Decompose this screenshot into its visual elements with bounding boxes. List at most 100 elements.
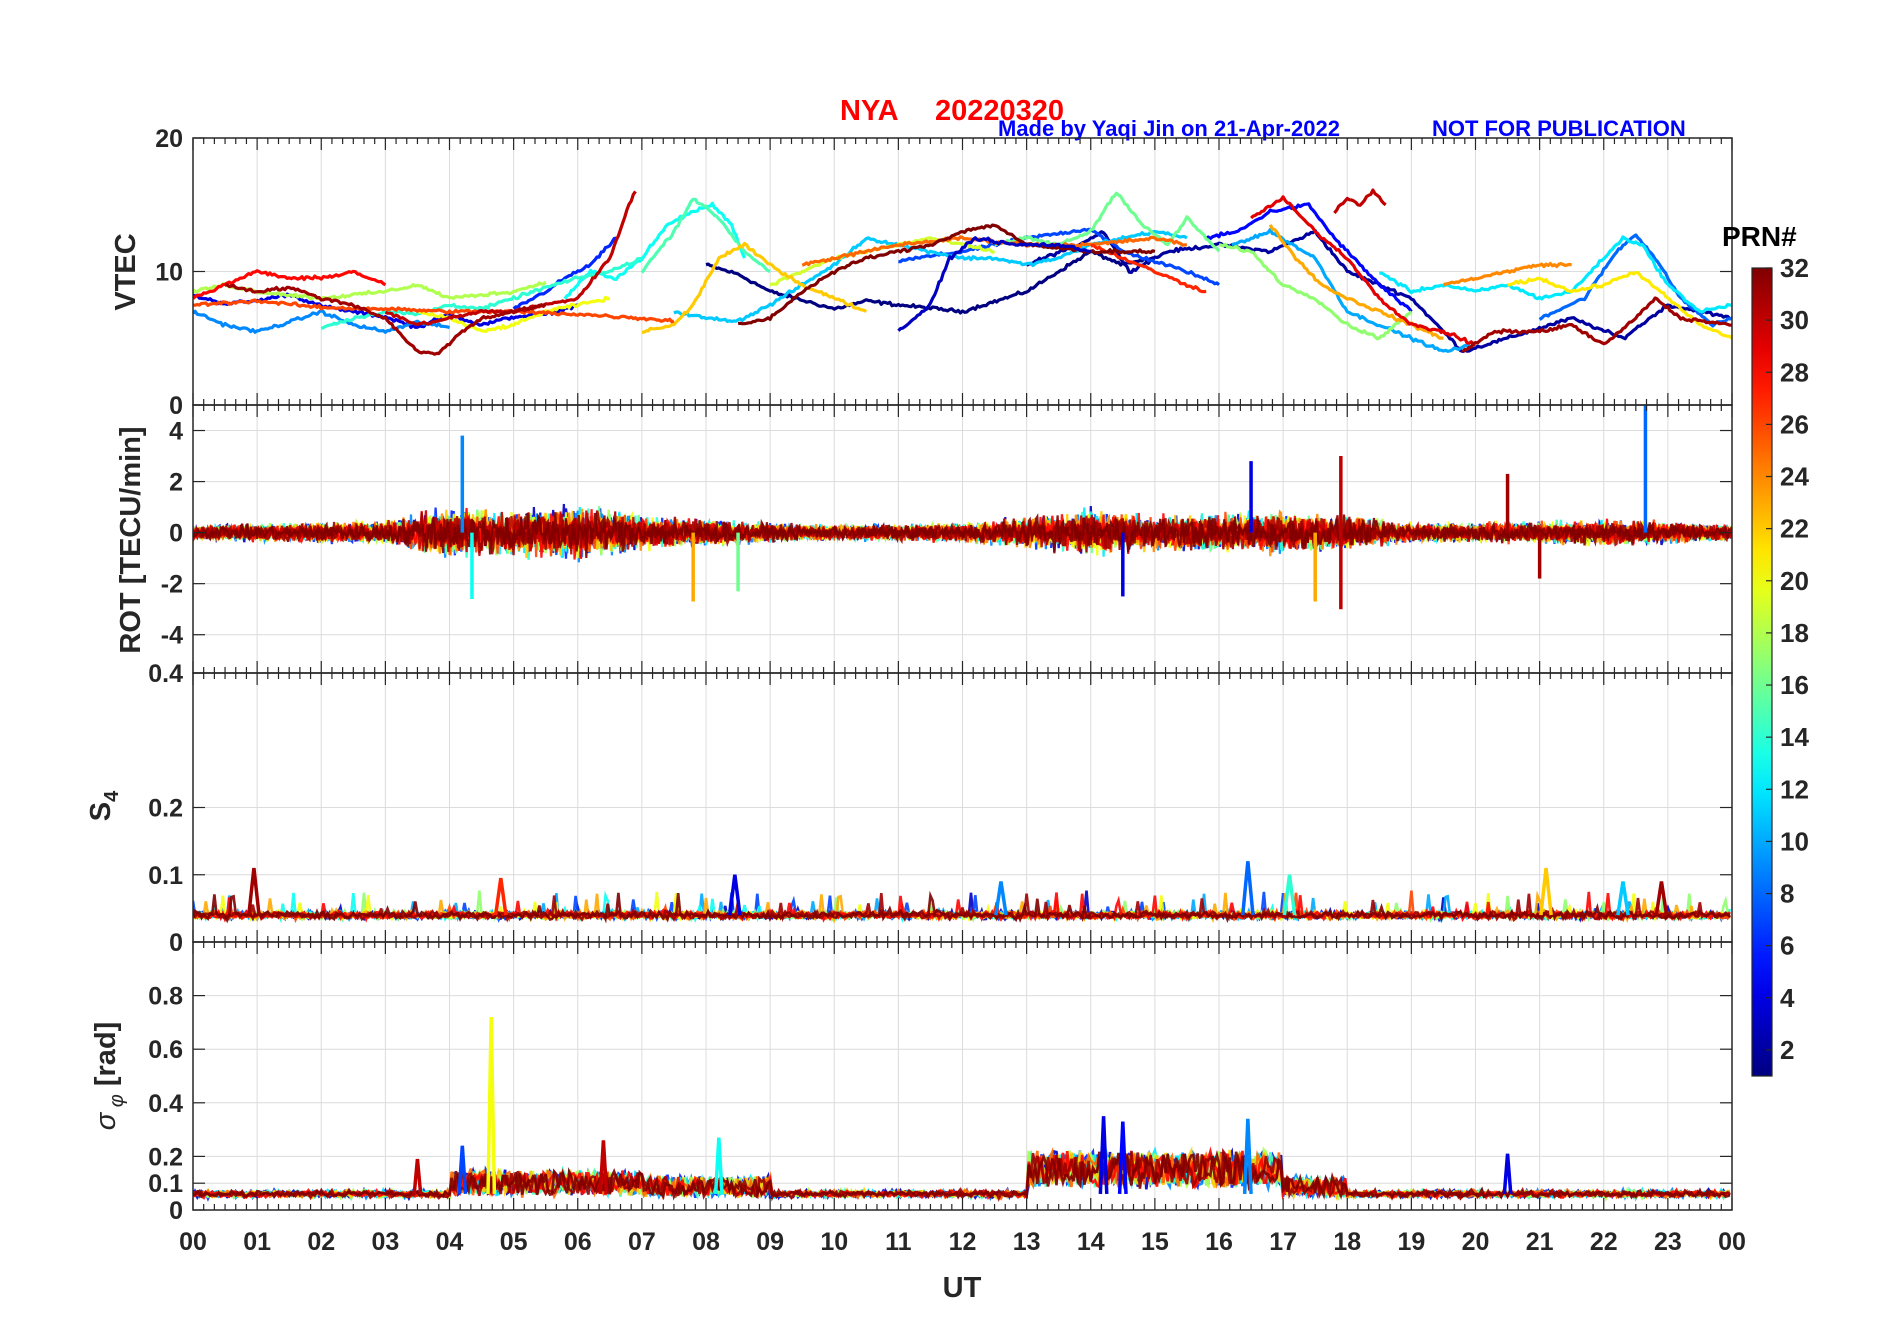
y-tick-label: 0 [169, 392, 183, 420]
s4-spike [247, 867, 261, 916]
colorbar-tick-label: 26 [1780, 409, 1809, 439]
vtec-series-line [512, 236, 617, 310]
colorbar-label: PRN# [1722, 221, 1797, 252]
x-tick-label: 04 [436, 1228, 464, 1256]
y-tick-label: 0 [169, 929, 183, 957]
y-tick-label: 0.1 [148, 1170, 183, 1198]
x-tick-label: 14 [1077, 1228, 1105, 1256]
y-tick-label: 0.1 [148, 862, 183, 890]
x-tick-label: 02 [307, 1228, 335, 1256]
s4-spike [1282, 874, 1297, 916]
title-date: 20220320 [935, 95, 1064, 127]
colorbar-tick-label: 18 [1780, 618, 1809, 648]
sigma-phi-spike [713, 1137, 724, 1195]
x-tick-label: 16 [1205, 1228, 1233, 1256]
colorbar-tick-label: 32 [1780, 253, 1809, 283]
s4-series [193, 861, 1732, 924]
colorbar-tick-label: 2 [1780, 1035, 1794, 1065]
rot-panel: -4 -2 0 2 4 ROT [TECU/min] [115, 404, 1733, 674]
colorbar-tick-label: 14 [1780, 722, 1809, 752]
y-tick-label: 0.8 [148, 983, 183, 1011]
y-tick-label: 0.4 [148, 1090, 183, 1118]
vtec-series-line [1379, 235, 1732, 314]
s4-spike [727, 874, 742, 916]
vtec-series-line [193, 298, 675, 324]
vtec-ylabel: VTEC [110, 233, 142, 310]
x-tick-label: 09 [756, 1228, 784, 1256]
y-tick-label: 2 [169, 469, 183, 497]
rot-ticks: -4 -2 0 2 4 [161, 405, 1733, 673]
x-tick-label: 19 [1397, 1228, 1425, 1256]
title-station: NYA [840, 95, 899, 127]
colorbar-tick-label: 6 [1780, 931, 1794, 961]
x-tick-label: 20 [1462, 1228, 1490, 1256]
x-tick-label: 12 [949, 1228, 977, 1256]
colorbar-tick-label: 12 [1780, 774, 1809, 804]
colorbar-tick-label: 22 [1780, 514, 1809, 544]
y-tick-label: 0 [169, 1197, 183, 1225]
sigma-phi-spike [1242, 1118, 1253, 1194]
y-tick-label: 10 [155, 259, 183, 287]
x-tick-label: 08 [692, 1228, 720, 1256]
vtec-series-line [1250, 195, 1476, 347]
colorbar-tick-label: 10 [1780, 826, 1809, 856]
vtec-series-line [563, 201, 746, 300]
colorbar-tick-label: 30 [1780, 305, 1809, 335]
x-tick-label: 21 [1526, 1228, 1554, 1256]
not-for-publication-label: NOT FOR PUBLICATION [1432, 116, 1686, 141]
vtec-series-line [641, 241, 868, 334]
x-tick-labels: 00 01 02 03 04 05 06 07 08 09 10 11 12 13 14 15 16 17 18 19… [179, 1228, 1746, 1256]
made-by-label: Made by Yaqi Jin on 21-Apr-2022 [998, 116, 1340, 141]
vtec-series-line [993, 191, 1221, 253]
s4-spike [994, 881, 1008, 916]
x-tick-label: 10 [820, 1228, 848, 1256]
rot-series [193, 405, 1732, 610]
y-tick-label: 0.2 [148, 795, 183, 823]
x-tick-label: 00 [179, 1228, 207, 1256]
s4-spike [1240, 861, 1255, 916]
x-axis-label: UT [943, 1272, 982, 1304]
colorbar-tick-label: 28 [1780, 357, 1809, 387]
vtec-series-line [1205, 202, 1413, 313]
y-tick-label: 0.2 [148, 1143, 183, 1171]
s4-series-line [193, 890, 1731, 924]
x-tick-label: 11 [885, 1228, 912, 1256]
colorbar-gradient [1751, 267, 1773, 1077]
sigma-phi-series-line [193, 1149, 1731, 1202]
s4-ticks: 0 0.1 0.2 0.4 [148, 660, 1733, 957]
x-tick-label: 06 [564, 1228, 592, 1256]
vtec-series-line [1443, 261, 1572, 287]
x-tick-label: 13 [1013, 1228, 1041, 1256]
sigma-phi-panel: 00.10.2 0.4 0.6 0.8 σ φ [rad] [90, 941, 1733, 1225]
x-tick-label: 00 [1718, 1228, 1746, 1256]
x-tick-label: 23 [1654, 1228, 1682, 1256]
x-tick-label: 07 [628, 1228, 656, 1256]
colorbar-tick-label: 16 [1780, 670, 1809, 700]
s4-spike [493, 877, 508, 916]
sigma-phi-spike [457, 1145, 468, 1195]
s4-spike [1616, 881, 1630, 916]
vtec-series-line [1333, 188, 1387, 215]
sigma-phi-spike [412, 1158, 423, 1195]
sigma-phi-spike [486, 1017, 497, 1194]
vtec-series-line [898, 227, 1221, 287]
colorbar-tick-label: 20 [1780, 566, 1809, 596]
sigma-phi-spike [598, 1140, 609, 1195]
colorbar-tick-label: 4 [1780, 983, 1795, 1013]
colorbar-tick-label: 8 [1780, 879, 1794, 909]
y-tick-label: -4 [161, 622, 183, 650]
vtec-series-line [1090, 243, 1207, 294]
sigma-phi-spike [1117, 1121, 1128, 1194]
vtec-series-line [897, 236, 1092, 332]
sigma-phi-ticks: 00.10.2 0.4 0.6 0.8 [148, 942, 1733, 1225]
sigma-phi-spike [1098, 1116, 1109, 1194]
x-tick-label: 15 [1141, 1228, 1169, 1256]
colorbar-tick-label: 24 [1780, 462, 1809, 492]
vtec-series-line [193, 309, 451, 334]
rot-ylabel: ROT [TECU/min] [115, 426, 147, 653]
y-tick-label: 0.6 [148, 1036, 183, 1064]
x-tick-label: 17 [1269, 1228, 1297, 1256]
vtec-series-line [1538, 233, 1732, 328]
